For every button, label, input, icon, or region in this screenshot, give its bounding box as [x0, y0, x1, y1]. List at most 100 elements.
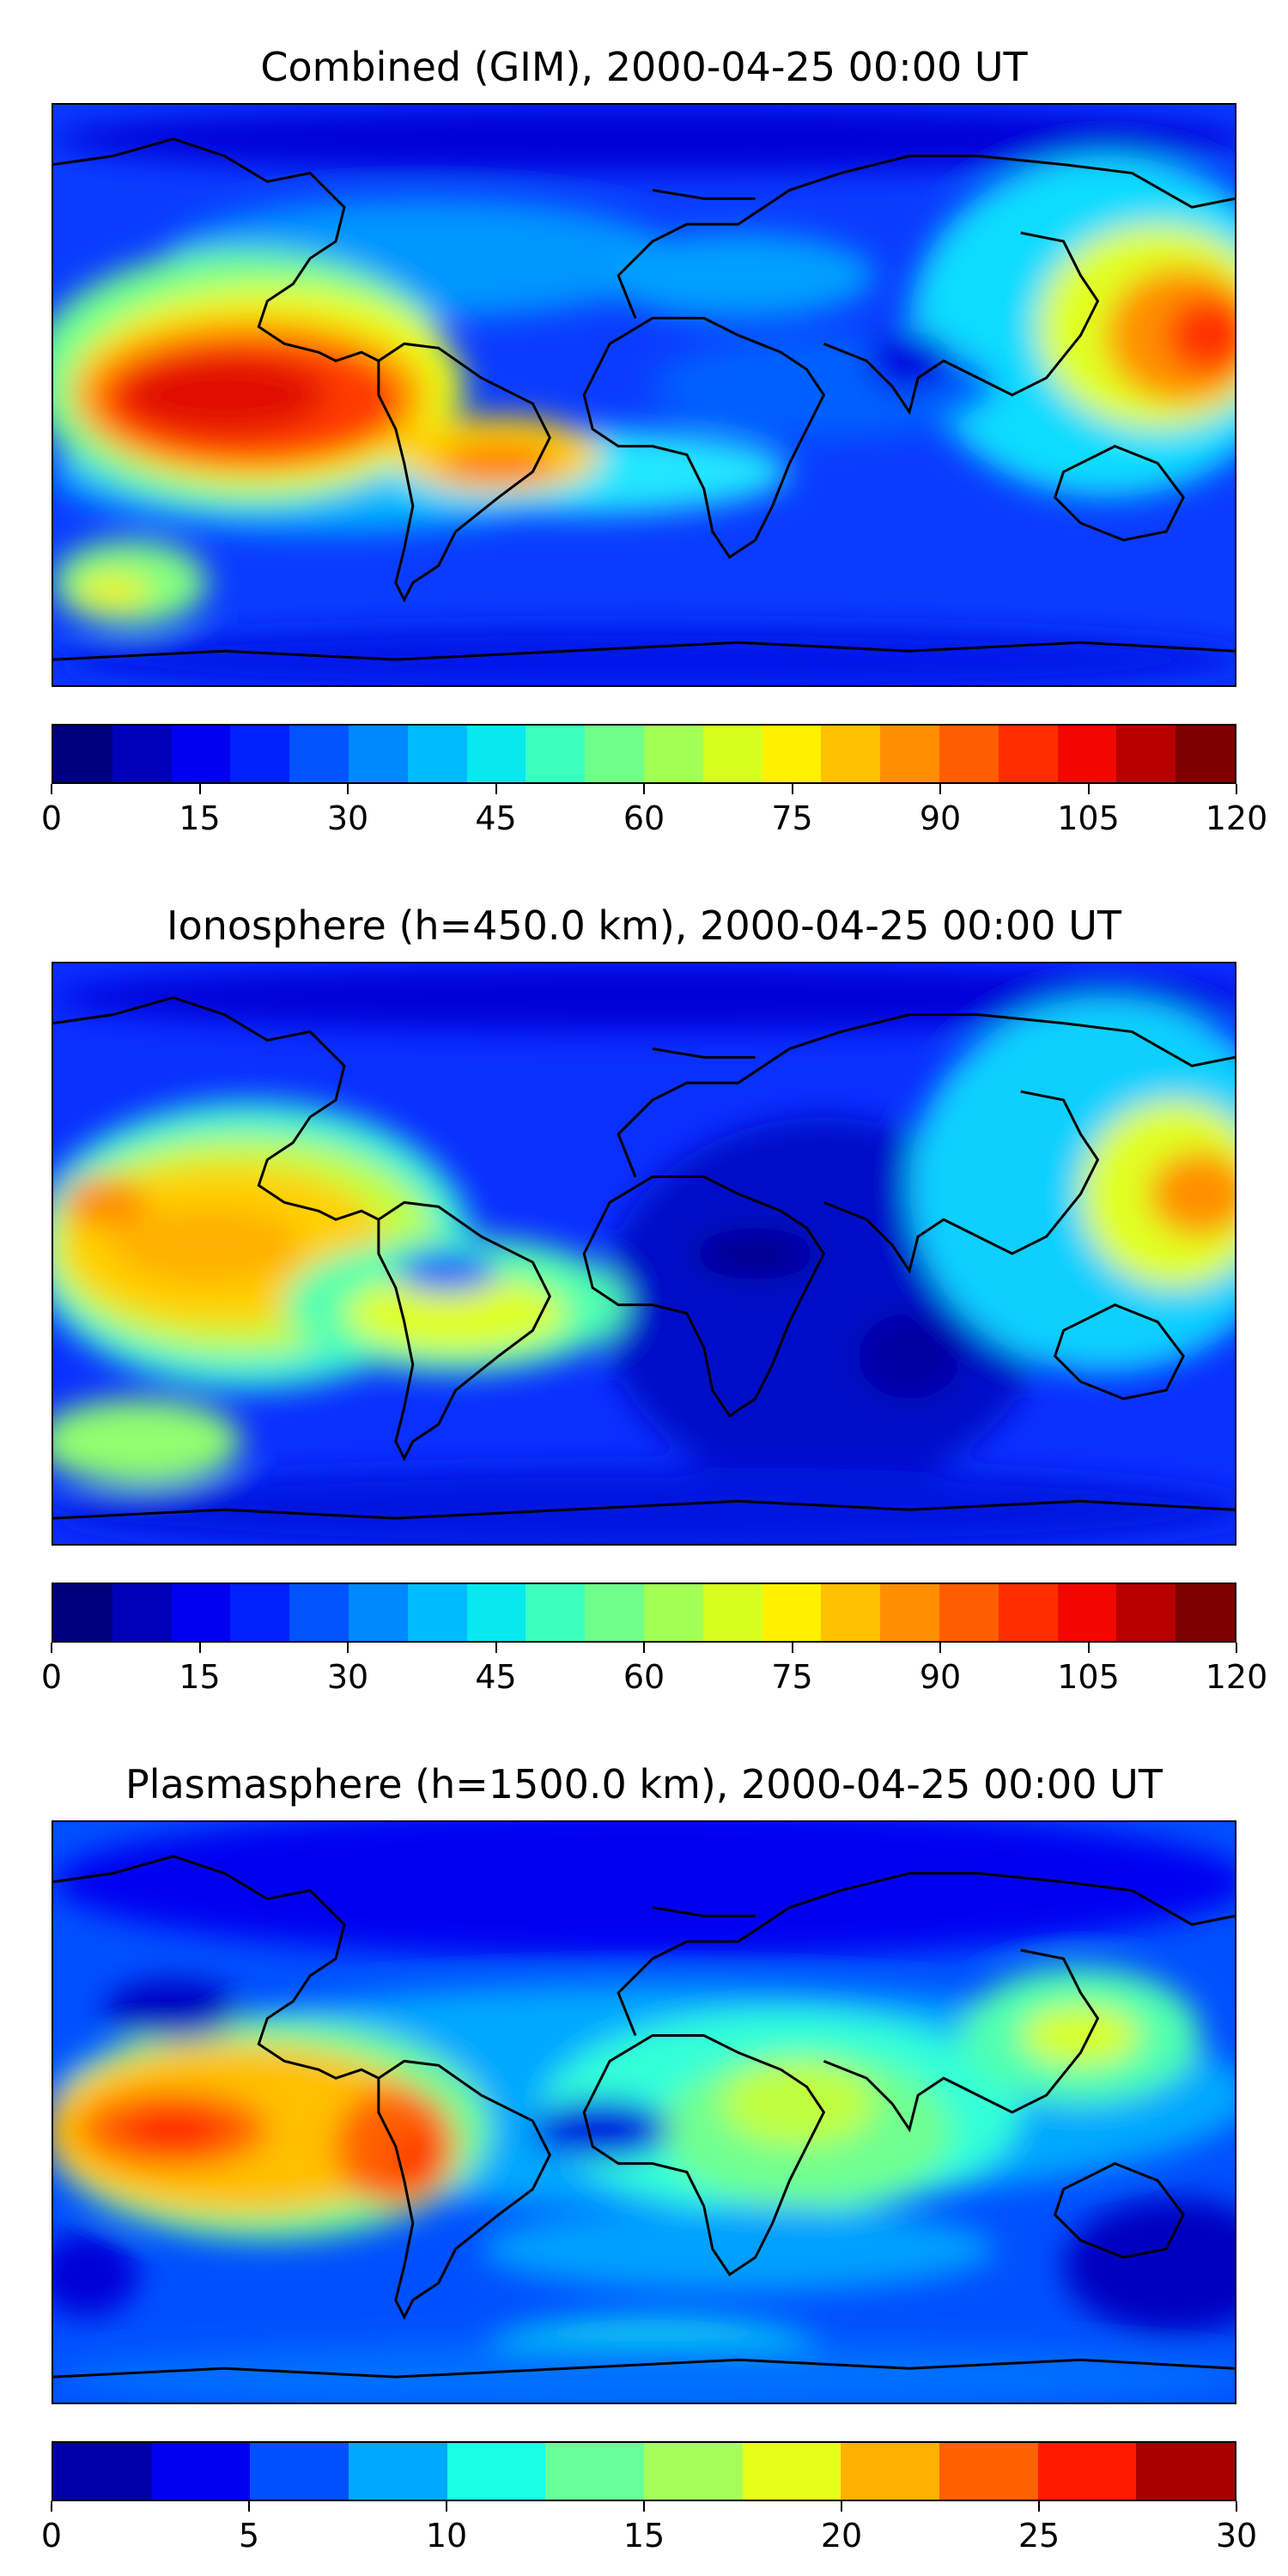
colorbar-tick-label: 15: [179, 1658, 221, 1696]
colorbar-tick: [347, 784, 349, 794]
colorbar-segment: [585, 1584, 644, 1641]
colorbar-segment: [998, 1584, 1058, 1641]
colorbar-tick: [939, 1643, 941, 1653]
panel-title-combined: Combined (GIM), 2000-04-25 00:00 UT: [260, 44, 1028, 90]
colorbar-tick-label: 10: [425, 2517, 468, 2555]
colorbar-tick: [841, 2501, 842, 2512]
colorbar-segment: [526, 726, 586, 782]
colorbar-tick: [248, 2501, 250, 2512]
colorbar-tick: [1236, 784, 1237, 794]
colorbar-tick-label: 0: [40, 2517, 63, 2555]
colorbar-segment: [702, 726, 762, 782]
colorbar-tick: [1087, 1643, 1090, 1653]
colorbar-segment: [526, 1584, 586, 1641]
colorbar-segment: [171, 1584, 231, 1641]
colorbar-segment: [1057, 1584, 1117, 1641]
colorbar-tick: [495, 784, 497, 794]
colorbar-segment: [1136, 2443, 1236, 2500]
colorbar-segment: [643, 1584, 703, 1641]
colorbar-segment: [407, 726, 467, 782]
colorbar-segment: [112, 1584, 172, 1641]
colorbar-tick: [1236, 2501, 1237, 2512]
colorbar-tick-label: 120: [1205, 1658, 1268, 1696]
colorbar-segment: [821, 1584, 881, 1641]
colorbar-segment: [1176, 1584, 1235, 1641]
colorbar-segment: [880, 1584, 939, 1641]
colorbar-tick-label: 45: [475, 1658, 517, 1696]
colorbar-tick-label: 0: [40, 1658, 63, 1696]
colorbar-segment: [53, 1584, 112, 1641]
colorbar-segment: [1116, 1584, 1176, 1641]
colorbar-segment: [171, 726, 231, 782]
colorbar-tick: [347, 1643, 349, 1653]
colorbar-tick-label: 60: [623, 1658, 665, 1696]
colorbar-segment: [998, 726, 1058, 782]
colorbar-segment: [250, 2443, 349, 2500]
colorbar-segment: [53, 2443, 152, 2500]
colorbar-tick-label: 90: [919, 1658, 962, 1696]
colorbar-plasmasphere: [52, 2441, 1236, 2501]
colorbar-tick-label: 105: [1057, 1658, 1120, 1696]
colorbar-tick: [643, 2501, 645, 2512]
panel-title-plasmasphere: Plasmasphere (h=1500.0 km), 2000-04-25 0…: [125, 1761, 1163, 1807]
colorbar-tick: [939, 784, 941, 794]
colorbar-segment: [644, 2443, 743, 2500]
colorbar-segment: [1037, 2443, 1137, 2500]
colorbar-segment: [407, 1584, 467, 1641]
colorbar-segment: [466, 726, 526, 782]
colorbar-tick-label: 15: [179, 799, 221, 837]
colorbar-segment: [762, 726, 822, 782]
colorbar-segment: [939, 2443, 1038, 2500]
colorbar-tick: [1236, 1643, 1237, 1653]
colorbar-tick-label: 5: [238, 2517, 260, 2555]
colorbar-segment: [230, 726, 290, 782]
colorbar-tick: [495, 1643, 497, 1653]
colorbar-segment: [545, 2443, 645, 2500]
colorbar-tick: [791, 1643, 793, 1653]
colorbar-segment: [880, 726, 939, 782]
colorbar-tick: [446, 2501, 447, 2512]
colorbar-segment: [585, 726, 644, 782]
colorbar-ionosphere: [52, 1583, 1236, 1643]
colorbar-segment: [112, 726, 172, 782]
colorbar-segment: [447, 2443, 546, 2500]
colorbar-tick-label: 45: [475, 799, 517, 837]
colorbar-tick-label: 75: [771, 1658, 813, 1696]
colorbar-tick-label: 60: [623, 799, 665, 837]
colorbar-segment: [151, 2443, 251, 2500]
colorbar-combined: [52, 724, 1236, 784]
colorbar-segment: [939, 726, 999, 782]
colorbar-tick-label: 105: [1057, 799, 1120, 837]
panel-title-ionosphere: Ionosphere (h=450.0 km), 2000-04-25 00:0…: [167, 902, 1121, 949]
map-ionosphere: [52, 962, 1236, 1546]
colorbar-tick: [643, 784, 645, 794]
colorbar-segment: [289, 1584, 349, 1641]
colorbar-segment: [466, 1584, 526, 1641]
colorbar-ticks-combined: 0 15 30 45 60 75 90 105 120: [41, 784, 1267, 837]
colorbar-tick: [198, 784, 201, 794]
colorbar-segment: [1176, 726, 1235, 782]
colorbar-segment: [349, 2443, 447, 2500]
colorbar-tick: [791, 784, 793, 794]
colorbar-segment: [841, 2443, 940, 2500]
colorbar-tick-label: 25: [1018, 2517, 1060, 2555]
colorbar-tick: [51, 2501, 52, 2512]
colorbar-ticks-plasmasphere: 0 5 10 15 20 25 30: [41, 2501, 1257, 2555]
colorbar-segment: [821, 726, 881, 782]
colorbar-tick-label: 90: [919, 799, 962, 837]
map-plasmasphere: [52, 1820, 1236, 2404]
colorbar-tick-label: 120: [1205, 799, 1268, 837]
colorbar-ticks-ionosphere: 0 15 30 45 60 75 90 105 120: [41, 1643, 1267, 1696]
colorbar-segment: [742, 2443, 841, 2500]
colorbar-segment: [348, 1584, 408, 1641]
map-combined: [52, 103, 1236, 687]
colorbar-tick-label: 75: [771, 799, 813, 837]
colorbar-tick: [1087, 784, 1090, 794]
colorbar-tick: [51, 784, 52, 794]
colorbar-segment: [702, 1584, 762, 1641]
colorbar-tick: [198, 1643, 201, 1653]
colorbar-tick-label: 30: [326, 799, 369, 837]
colorbar-segment: [348, 726, 408, 782]
colorbar-segment: [762, 1584, 822, 1641]
colorbar-segment: [53, 726, 112, 782]
